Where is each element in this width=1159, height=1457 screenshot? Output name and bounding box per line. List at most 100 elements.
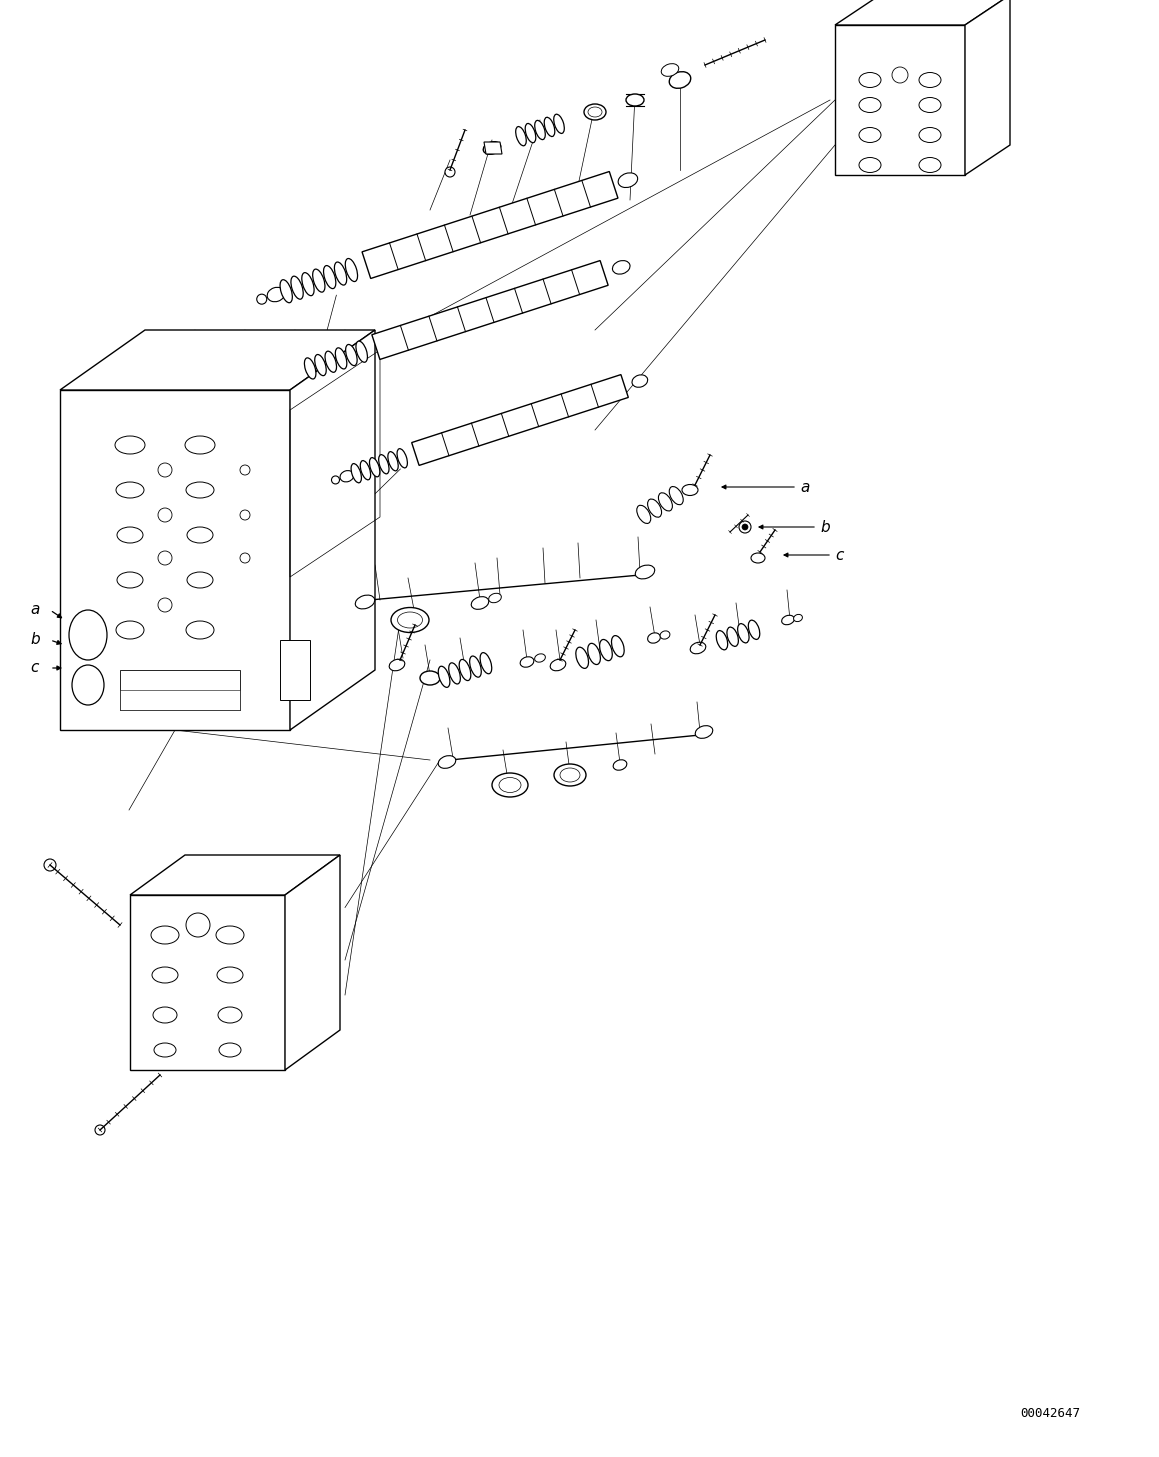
Circle shape <box>284 372 291 380</box>
Polygon shape <box>285 855 340 1069</box>
Circle shape <box>892 67 907 83</box>
Circle shape <box>240 465 250 475</box>
Ellipse shape <box>658 492 672 511</box>
Ellipse shape <box>695 726 713 739</box>
Ellipse shape <box>469 656 481 678</box>
Ellipse shape <box>859 98 881 112</box>
Circle shape <box>44 860 56 871</box>
Ellipse shape <box>919 73 941 87</box>
Ellipse shape <box>185 436 216 455</box>
Ellipse shape <box>781 615 794 625</box>
Ellipse shape <box>360 460 371 479</box>
Ellipse shape <box>489 593 502 603</box>
Polygon shape <box>411 374 628 465</box>
Ellipse shape <box>859 157 881 172</box>
Ellipse shape <box>370 457 380 476</box>
Ellipse shape <box>554 114 564 134</box>
Ellipse shape <box>389 659 404 670</box>
Polygon shape <box>965 0 1009 175</box>
Ellipse shape <box>268 287 285 302</box>
Circle shape <box>158 551 172 565</box>
Ellipse shape <box>919 128 941 143</box>
Ellipse shape <box>662 64 679 76</box>
Ellipse shape <box>648 632 661 643</box>
Polygon shape <box>60 390 290 730</box>
Polygon shape <box>130 895 285 1069</box>
Ellipse shape <box>525 124 535 143</box>
Ellipse shape <box>576 647 589 669</box>
Ellipse shape <box>345 344 357 366</box>
Ellipse shape <box>919 98 941 112</box>
Ellipse shape <box>472 597 489 609</box>
Ellipse shape <box>280 280 292 303</box>
Ellipse shape <box>117 527 143 543</box>
Polygon shape <box>60 329 376 390</box>
Ellipse shape <box>216 927 245 944</box>
Ellipse shape <box>345 258 358 281</box>
Ellipse shape <box>335 348 347 369</box>
Circle shape <box>240 510 250 520</box>
Ellipse shape <box>116 482 144 498</box>
Text: 00042647: 00042647 <box>1020 1407 1080 1421</box>
Ellipse shape <box>187 573 213 589</box>
Ellipse shape <box>292 366 307 377</box>
Circle shape <box>158 508 172 522</box>
Circle shape <box>257 294 267 305</box>
Text: b: b <box>821 520 830 535</box>
Polygon shape <box>834 25 965 175</box>
Ellipse shape <box>681 485 698 495</box>
Ellipse shape <box>356 341 367 363</box>
Ellipse shape <box>919 157 941 172</box>
Ellipse shape <box>115 436 145 455</box>
Ellipse shape <box>612 261 630 274</box>
Circle shape <box>445 168 455 176</box>
Text: c: c <box>834 548 844 562</box>
Polygon shape <box>290 329 376 730</box>
Ellipse shape <box>305 358 316 379</box>
Polygon shape <box>834 0 1009 25</box>
Ellipse shape <box>335 262 347 286</box>
Ellipse shape <box>480 653 491 673</box>
Polygon shape <box>484 141 502 154</box>
Ellipse shape <box>356 594 374 609</box>
Ellipse shape <box>493 774 529 797</box>
Ellipse shape <box>751 554 765 562</box>
Ellipse shape <box>218 1007 242 1023</box>
Ellipse shape <box>648 498 662 517</box>
Ellipse shape <box>340 471 353 482</box>
Ellipse shape <box>154 1043 176 1056</box>
Ellipse shape <box>449 663 460 683</box>
Polygon shape <box>372 261 608 360</box>
Ellipse shape <box>398 612 423 628</box>
Ellipse shape <box>632 374 648 388</box>
Circle shape <box>240 554 250 562</box>
Ellipse shape <box>588 644 600 664</box>
Ellipse shape <box>584 103 606 119</box>
Ellipse shape <box>151 927 178 944</box>
Ellipse shape <box>551 659 566 670</box>
Ellipse shape <box>612 635 625 657</box>
Polygon shape <box>130 855 340 895</box>
Ellipse shape <box>737 624 749 643</box>
Ellipse shape <box>72 664 104 705</box>
Text: c: c <box>30 660 38 676</box>
Ellipse shape <box>534 654 546 661</box>
Ellipse shape <box>749 621 760 640</box>
Circle shape <box>95 1125 105 1135</box>
Ellipse shape <box>325 351 336 373</box>
Ellipse shape <box>459 660 471 680</box>
Circle shape <box>331 476 340 484</box>
Ellipse shape <box>483 141 501 154</box>
Ellipse shape <box>613 759 627 771</box>
Polygon shape <box>362 172 618 278</box>
Ellipse shape <box>560 768 580 782</box>
Ellipse shape <box>291 277 304 299</box>
Ellipse shape <box>618 173 637 188</box>
Ellipse shape <box>70 610 107 660</box>
Ellipse shape <box>516 127 526 146</box>
Ellipse shape <box>554 763 586 785</box>
Ellipse shape <box>727 627 738 647</box>
Ellipse shape <box>636 506 650 523</box>
Ellipse shape <box>388 452 399 471</box>
Ellipse shape <box>187 527 213 543</box>
